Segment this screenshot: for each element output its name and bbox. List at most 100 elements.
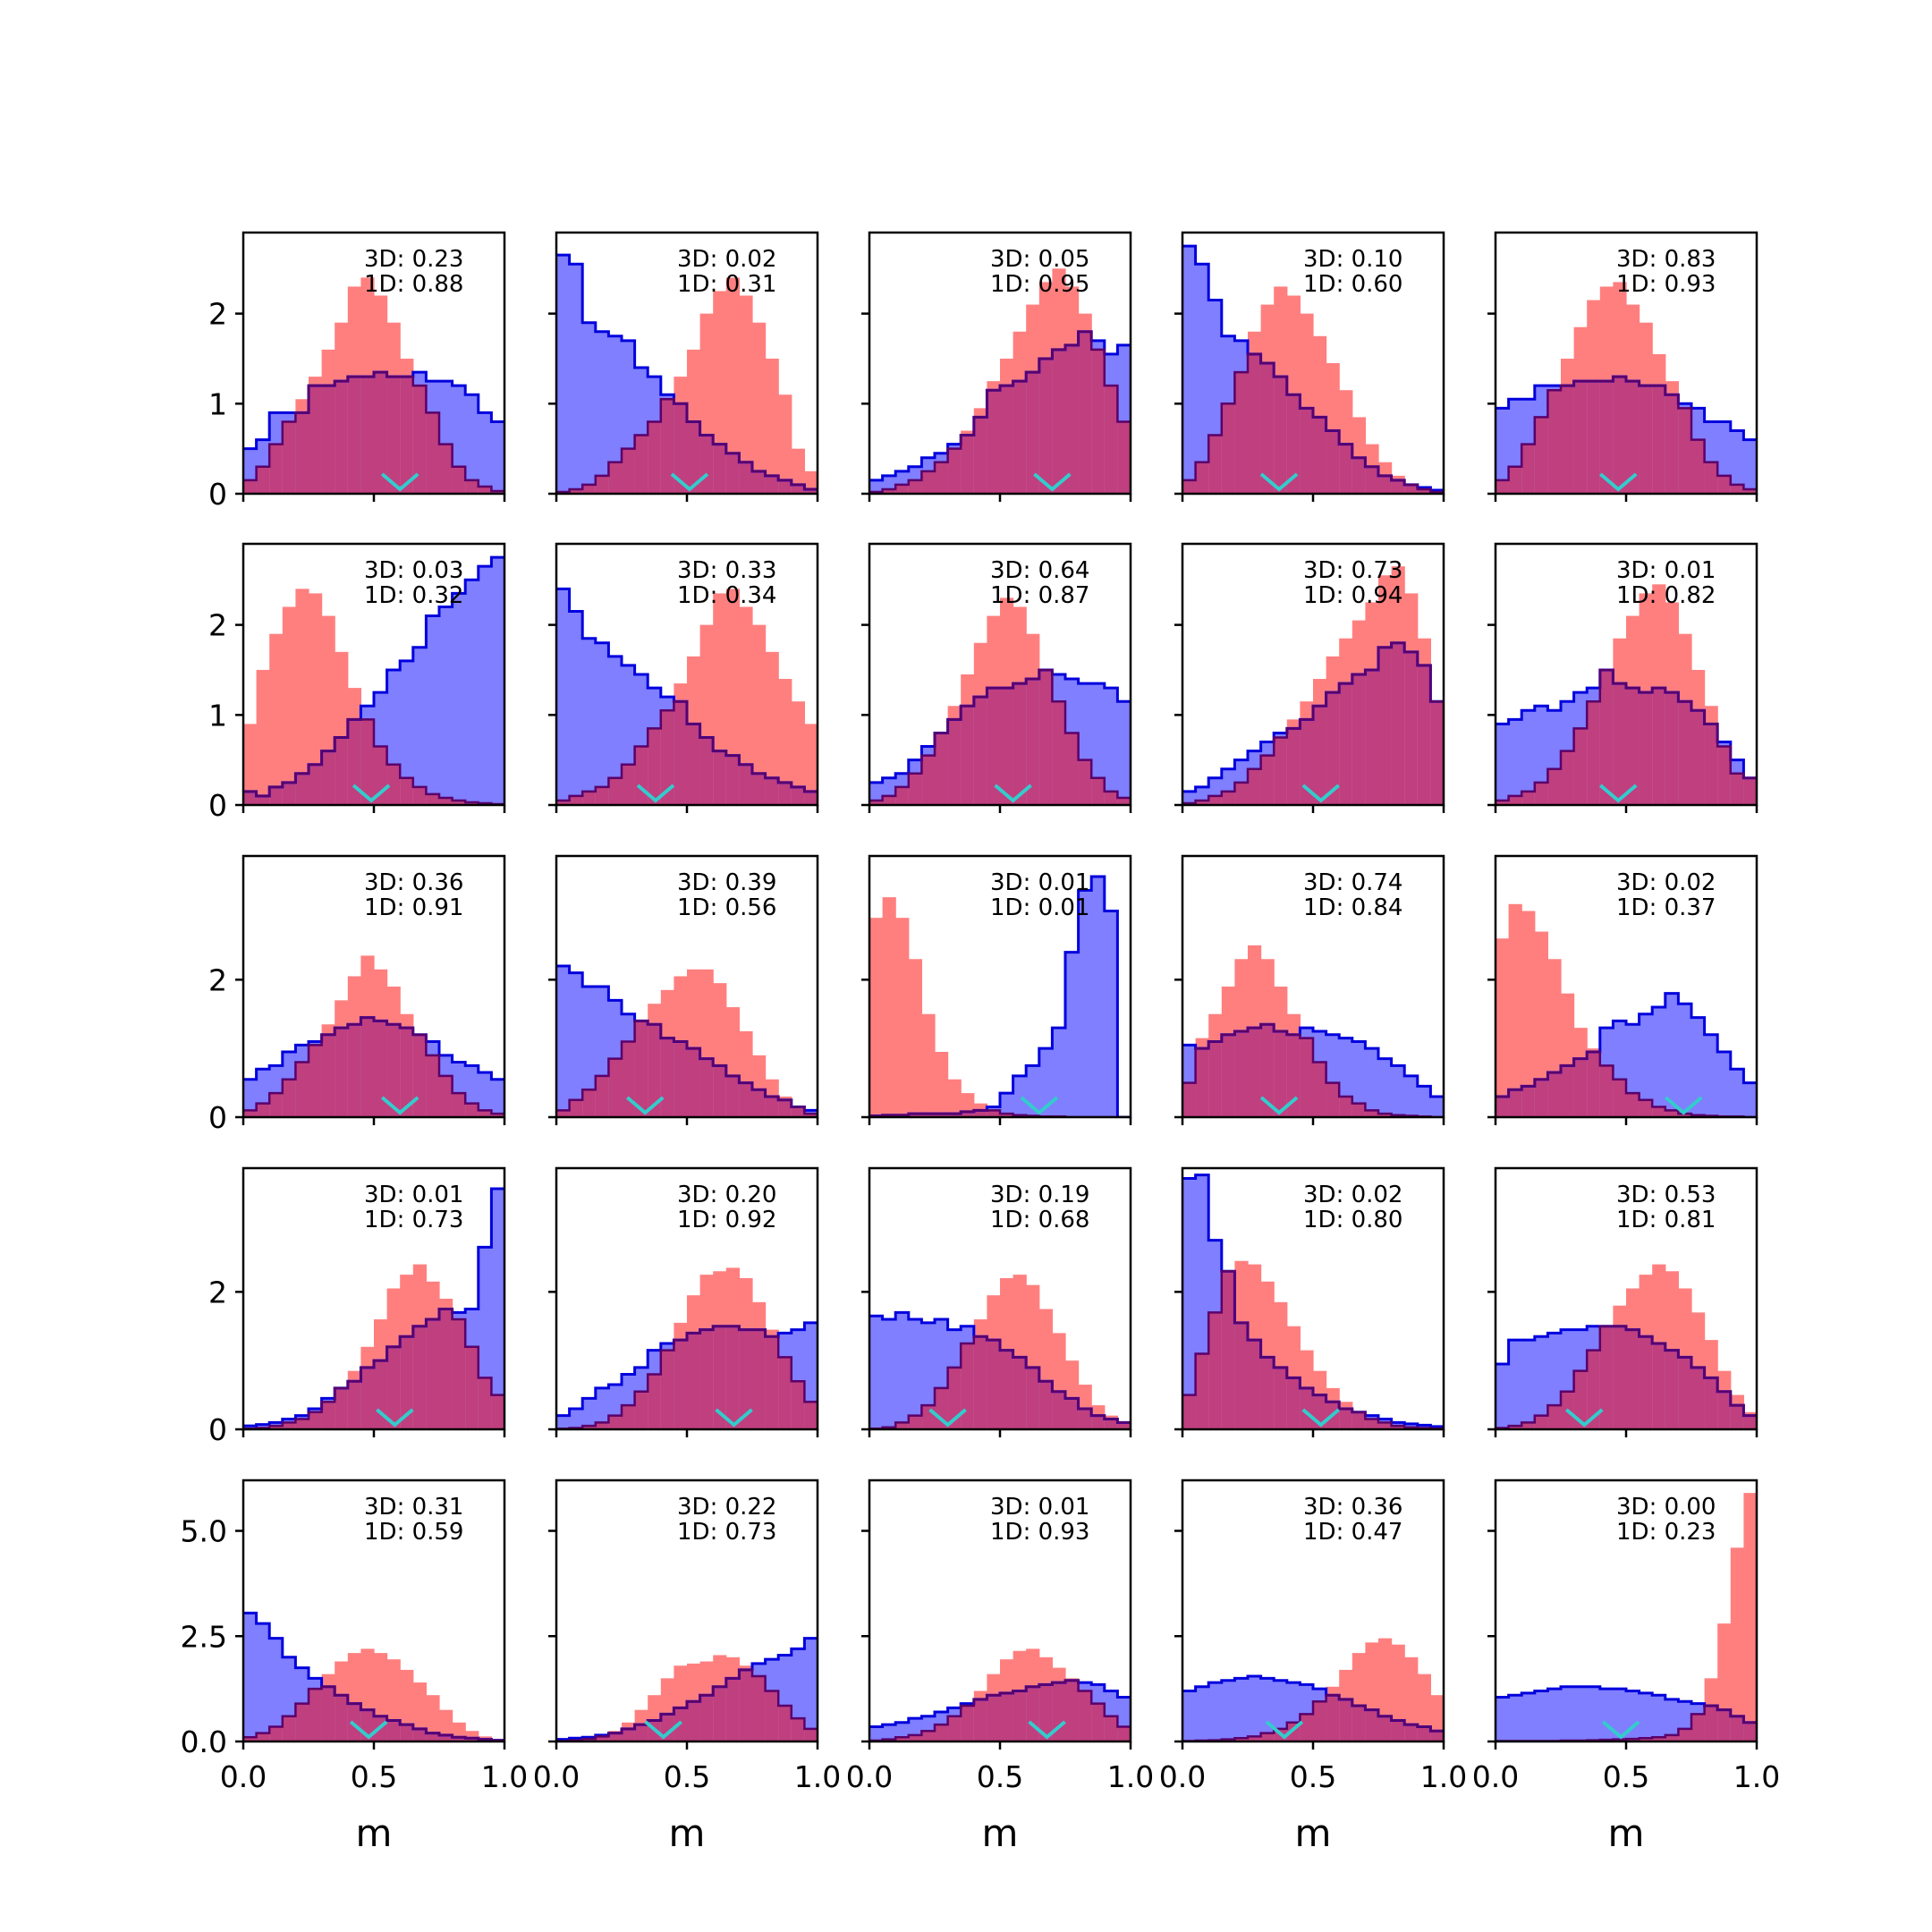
blue-bar	[1078, 890, 1092, 1117]
overlap-bar	[582, 484, 597, 494]
red-bar	[426, 1695, 440, 1741]
overlap-bar	[725, 755, 740, 805]
overlap-bar	[804, 791, 818, 805]
overlap-bar	[1052, 1682, 1066, 1741]
blue-bar	[1639, 1013, 1653, 1117]
overlap-bar	[1182, 1082, 1197, 1117]
plot-area	[1182, 244, 1444, 494]
overlap-bar	[961, 706, 975, 805]
annotation-3d: 3D: 0.33	[677, 557, 776, 584]
overlap-bar	[1104, 1419, 1118, 1429]
blue-bar	[1221, 1680, 1235, 1741]
overlap-bar	[1417, 1726, 1431, 1741]
overlap-bar	[1573, 728, 1588, 805]
plot-area	[243, 1611, 504, 1741]
overlap-bar	[1496, 479, 1510, 494]
x-tick-label: 0.5	[351, 1759, 397, 1794]
overlap-bar	[778, 782, 792, 805]
plot-area	[556, 1267, 818, 1429]
overlap-bar	[1665, 1734, 1679, 1741]
overlap-bar	[1352, 1411, 1366, 1429]
blue-bar	[1626, 1690, 1640, 1741]
y-tick-label: 0	[208, 788, 227, 823]
overlap-bar	[309, 1689, 323, 1741]
blue-bar	[491, 557, 504, 805]
overlap-bar	[309, 1411, 323, 1429]
y-tick-label: 2	[208, 1275, 227, 1309]
overlap-bar	[882, 795, 896, 805]
overlap-bar	[1065, 1680, 1080, 1741]
blue-bar	[569, 611, 583, 805]
blue-bar	[1534, 706, 1548, 805]
overlap-bar	[1038, 1684, 1053, 1741]
blue-bar	[1195, 264, 1209, 494]
overlap-bar	[634, 1724, 648, 1741]
x-tick-label: 0.5	[977, 1759, 1023, 1794]
overlap-bar	[309, 764, 323, 805]
overlap-bar	[321, 1402, 335, 1429]
overlap-bar	[1534, 1079, 1548, 1117]
chevron-marker-icon	[1033, 472, 1072, 492]
red-bar	[895, 918, 910, 1117]
chevron-marker-icon	[1259, 472, 1299, 492]
overlap-bar	[1521, 791, 1536, 805]
overlap-bar	[973, 1699, 987, 1741]
overlap-bar	[1365, 1709, 1379, 1741]
overlap-bar	[386, 764, 401, 805]
blue-bar	[1496, 1364, 1510, 1429]
x-tick-label: 0.0	[533, 1759, 580, 1794]
overlap-bar	[439, 1075, 453, 1117]
overlap-step-line	[869, 330, 1131, 494]
overlap-bar	[674, 1041, 688, 1117]
overlap-bar	[412, 1728, 427, 1741]
blue-bar	[595, 1387, 609, 1429]
overlap-bar	[1652, 688, 1666, 805]
overlap-bar	[1000, 386, 1014, 494]
overlap-bar	[1221, 791, 1235, 805]
annotation-1d: 1D: 0.87	[990, 582, 1089, 609]
blue-bar	[1195, 1686, 1209, 1741]
overlap-bar	[687, 1048, 701, 1117]
blue-bar	[582, 322, 597, 494]
blue-bar	[582, 987, 597, 1117]
overlap-bar	[1260, 755, 1275, 805]
annotation-3d: 3D: 0.01	[990, 869, 1089, 896]
overlap-bar	[1026, 372, 1040, 494]
red-bar	[935, 1052, 949, 1117]
overlap-bar	[1521, 444, 1536, 494]
overlap-bar	[1378, 475, 1393, 494]
annotation-3d: 3D: 0.19	[990, 1182, 1089, 1208]
overlap-bar	[1248, 1028, 1262, 1117]
overlap-bar	[752, 470, 767, 494]
chevron-marker-icon	[1601, 1720, 1640, 1740]
blue-bar	[1182, 1690, 1197, 1741]
overlap-bar	[1117, 1422, 1131, 1429]
x-axis-label: m	[1295, 1811, 1332, 1855]
overlap-bar	[725, 1326, 740, 1429]
overlap-bar	[947, 1716, 962, 1741]
overlap-bar	[608, 777, 623, 805]
overlap-bar	[1339, 683, 1353, 805]
overlap-bar	[973, 1336, 987, 1429]
red-bar	[1391, 1644, 1405, 1741]
overlap-bar	[765, 1336, 779, 1429]
overlap-bar	[908, 1415, 922, 1429]
overlap-bar	[400, 377, 414, 494]
overlap-bar	[882, 488, 896, 494]
overlap-bar	[1339, 444, 1353, 494]
overlap-bar	[1000, 1114, 1014, 1117]
overlap-step-line	[1496, 1050, 1757, 1117]
overlap-bar	[1078, 1690, 1092, 1741]
overlap-bar	[347, 1703, 361, 1741]
blue-bar	[1704, 1034, 1718, 1117]
overlap-step-line	[243, 718, 504, 805]
annotation-3d: 3D: 0.36	[1303, 1494, 1402, 1521]
overlap-bar	[1508, 466, 1522, 494]
y-tick-label: 2	[208, 297, 227, 332]
plot-area	[556, 587, 818, 805]
